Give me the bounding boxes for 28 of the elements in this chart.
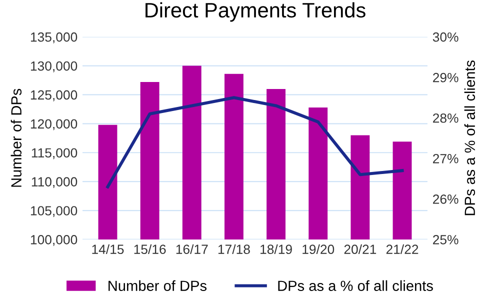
chart-title: Direct Payments Trends [146,2,366,22]
y2-tick-label: 25% [433,235,458,244]
x-tick-label: 15/16 [134,244,166,254]
line-series [106,96,404,188]
x-tick-label: 20/21 [344,244,376,254]
x-tick-label: 17/18 [218,244,250,254]
y-tick-label: 135,000 [30,32,78,44]
x-tick-label: 14/15 [92,244,124,254]
y-axis-title: Number of DPs [10,88,22,187]
x-tick-label: 18/19 [260,244,292,254]
y2-tick-label: 30% [432,32,458,42]
y-tick-label: 125,000 [30,90,78,102]
y-tick-label: 130,000 [30,61,78,72]
y2-tick-label: 29% [433,72,458,82]
y2-tick-label: 28% [433,113,458,123]
y-tick-label: 105,000 [30,206,78,217]
y-tick-label: 100,000 [30,235,78,246]
y2-axis-title: DPs as a % of all clients [464,60,476,216]
y2-tick-label: 26% [433,194,458,204]
y2-tick-label: 27% [433,154,458,164]
x-tick-label: 19/20 [302,244,334,254]
x-tick-label: 21/22 [386,244,418,254]
x-tick-label: 16/17 [176,244,208,254]
y-tick-label: 110,000 [32,177,78,188]
y-tick-label: 115,000 [32,148,78,160]
y-tick-label: 120,000 [30,119,78,130]
legend-label: DPs as a % of all clients [278,280,433,291]
legend-label: Number of DPs [108,280,207,291]
